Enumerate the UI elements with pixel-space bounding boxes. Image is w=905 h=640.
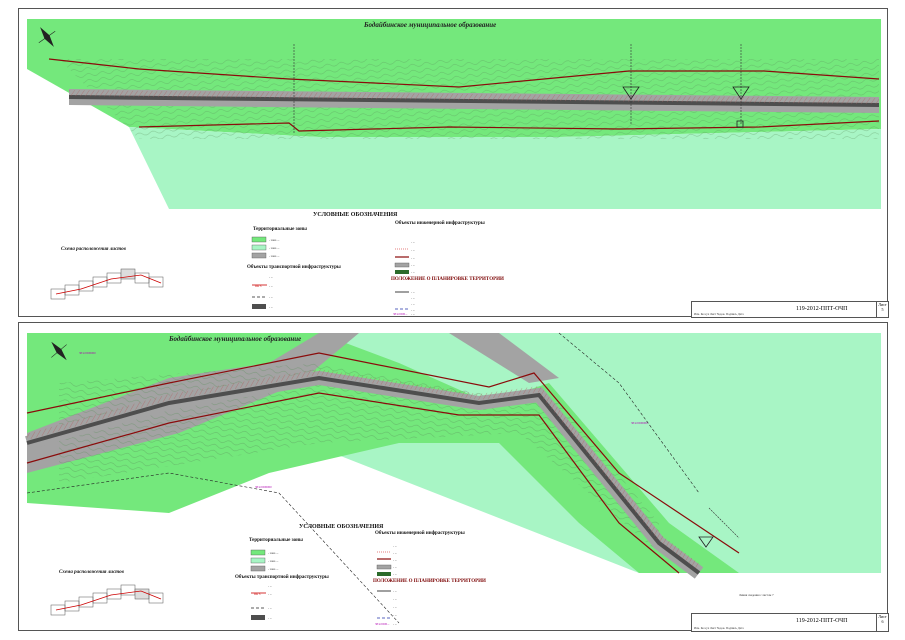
plan-label: - ... [393, 613, 397, 617]
title-block-header: Изм. Кол.уч Лист №док. Подпись Дата [694, 626, 744, 630]
legend-title: УСЛОВНЫЕ ОБОЗНАЧЕНИЯ [313, 212, 398, 218]
plan-label: - ... [411, 308, 415, 312]
zone-light-area [129, 127, 881, 209]
drawing-code: 119-2012-ППТ-ОЧП [796, 618, 848, 624]
page-box: Лист 5 [876, 302, 888, 317]
municipality-title: Бодайбинское муниципальное образование [364, 21, 497, 29]
eng-label: - ... [411, 248, 415, 252]
plan-label: - ... [393, 589, 397, 593]
legend-title: УСЛОВНЫЕ ОБОЗНАЧЕНИЯ [299, 524, 384, 530]
transport-mark: ПК 3 [255, 284, 262, 288]
eng-label: - ... [411, 240, 415, 244]
zone-label: - зона ... [269, 254, 280, 258]
eng-label: - ... [393, 551, 397, 555]
zone-label: - зона ... [268, 567, 279, 571]
transport-title: Объекты транспортной инфраструктуры [235, 575, 329, 580]
cross-section-line [708, 507, 740, 539]
page-number: 5 [881, 307, 884, 312]
cadastral-label: 38:22:000000 [255, 485, 272, 489]
zone-label: - зона ... [268, 551, 279, 555]
bridge-icon [622, 86, 750, 100]
boundary-bottom [138, 120, 880, 132]
plan-label: - ... [393, 597, 397, 601]
north-arrow-icon [51, 341, 67, 361]
eng-label: - ... [411, 256, 415, 260]
sheet-scheme [50, 268, 164, 300]
plan-label: - ... [411, 296, 415, 300]
eng-label: - ... [411, 270, 415, 274]
eng-label: - ... [393, 558, 397, 562]
scheme-title: Схема расположения листов [61, 247, 126, 252]
eng-label: - ... [393, 565, 397, 569]
match-line-label: Линия сведения с листом 7 [739, 593, 774, 597]
page-label: Лист [878, 302, 887, 307]
plan-label: - ... [411, 312, 415, 316]
map-sheet-1: Бодайбинское муниципальное образование У… [18, 8, 889, 318]
scheme-title: Схема расположения листов [59, 570, 124, 575]
plan-label: - ... [393, 622, 397, 626]
zone-label: - зона ... [269, 246, 280, 250]
plan-label: - ... [411, 302, 415, 306]
zones-title: Территориальные зоны [253, 227, 307, 232]
municipality-title: Бодайбинское муниципальное образование [169, 335, 302, 343]
map-sheet-1-drawing [27, 19, 881, 310]
transport-label: - ... [269, 275, 273, 279]
page-box: Лист 6 [876, 614, 888, 631]
zones-title: Территориальные зоны [249, 538, 303, 543]
zone-label: - зона ... [269, 238, 280, 242]
transport-title: Объекты транспортной инфраструктуры [247, 265, 341, 270]
transport-label: - ... [269, 284, 273, 288]
boundary-bottom [26, 392, 680, 574]
cadastral-label: 38:22:000000 [631, 421, 648, 425]
boundary-top [48, 58, 880, 88]
zone-gray-area [449, 333, 559, 383]
title-block: Изм. Кол.уч Лист №док. Подпись Дата 119-… [691, 301, 889, 318]
bridge-icon [698, 536, 714, 548]
title-block: Изм. Кол.уч Лист №док. Подпись Дата 119-… [691, 613, 889, 632]
eng-title: Объекты инженерной инфраструктуры [395, 221, 485, 226]
title-block-header: Изм. Кол.уч Лист №док. Подпись Дата [694, 312, 744, 316]
plan-title: ПОЛОЖЕНИЕ О ПЛАНИРОВКЕ ТЕРРИТОРИИ [373, 579, 486, 584]
boundary-top [26, 352, 740, 554]
page-label: Лист [878, 614, 887, 619]
plan-mark: 38:22:000... [375, 622, 390, 626]
transport-label: - ... [269, 305, 273, 309]
map-sheet-2: Бодайбинское муниципальное образование 3… [18, 322, 889, 632]
eng-label: - ... [393, 572, 397, 576]
eng-label: - ... [393, 544, 397, 548]
transport-label: - ... [268, 616, 272, 620]
north-arrow-icon [38, 27, 56, 47]
sheet-scheme [50, 584, 164, 616]
plan-mark: 38:22:000... [393, 312, 408, 316]
zone-label: - зона ... [268, 559, 279, 563]
transport-label: - ... [268, 592, 272, 596]
eng-label: - ... [411, 263, 415, 267]
cadastral-label: 38:22:000000 [79, 351, 96, 355]
map-sheet-2-drawing [25, 332, 881, 624]
transport-label: - ... [269, 295, 273, 299]
plan-label: - ... [393, 605, 397, 609]
plan-title: ПОЛОЖЕНИЕ О ПЛАНИРОВКЕ ТЕРРИТОРИИ [391, 277, 504, 282]
transport-label: - ... [268, 606, 272, 610]
transport-mark: ПК 3 [254, 592, 261, 596]
page-number: 6 [881, 619, 884, 624]
eng-title: Объекты инженерной инфраструктуры [375, 531, 465, 536]
drawing-code: 119-2012-ППТ-ОЧП [796, 306, 848, 312]
pipe-icon [736, 120, 744, 128]
transport-label: - ... [268, 584, 272, 588]
plan-label: - ... [411, 290, 415, 294]
